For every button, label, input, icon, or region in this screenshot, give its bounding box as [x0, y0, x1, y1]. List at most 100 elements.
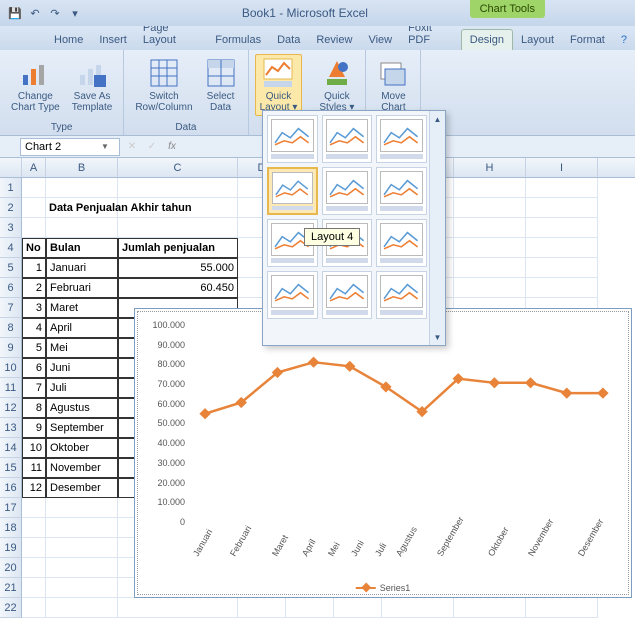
quick-layout-option[interactable]: [376, 219, 427, 267]
cell[interactable]: [118, 178, 238, 198]
cell[interactable]: 2: [22, 278, 46, 298]
cell[interactable]: [526, 198, 598, 218]
cell[interactable]: [454, 278, 526, 298]
cell[interactable]: [22, 498, 46, 518]
row-header[interactable]: 6: [0, 278, 22, 298]
cell[interactable]: [286, 598, 334, 618]
row-header[interactable]: 22: [0, 598, 22, 618]
cell[interactable]: 12: [22, 478, 46, 498]
tab-insert[interactable]: Insert: [91, 30, 135, 50]
cell[interactable]: Februari: [46, 278, 118, 298]
cell[interactable]: [22, 178, 46, 198]
cell[interactable]: 4: [22, 318, 46, 338]
move-chart-button[interactable]: Move Chart: [372, 54, 414, 116]
cell[interactable]: [22, 538, 46, 558]
cell[interactable]: Oktober: [46, 438, 118, 458]
cell[interactable]: [526, 258, 598, 278]
cell[interactable]: [526, 238, 598, 258]
row-header[interactable]: 7: [0, 298, 22, 318]
cell[interactable]: Januari: [46, 258, 118, 278]
embedded-chart[interactable]: 100.00090.00080.00070.00060.00050.00040.…: [134, 308, 632, 598]
row-header[interactable]: 19: [0, 538, 22, 558]
cell[interactable]: [46, 178, 118, 198]
cell[interactable]: [334, 598, 382, 618]
column-header-A[interactable]: A: [22, 158, 46, 177]
cell[interactable]: [454, 238, 526, 258]
cell[interactable]: [526, 218, 598, 238]
quick-layout-option[interactable]: [322, 167, 373, 215]
row-header[interactable]: 16: [0, 478, 22, 498]
cell[interactable]: 55.000: [118, 258, 238, 278]
save-icon[interactable]: 💾: [6, 4, 24, 22]
quick-layout-option[interactable]: [267, 115, 318, 163]
cell[interactable]: [526, 178, 598, 198]
cell[interactable]: 10: [22, 438, 46, 458]
save-as-template-button[interactable]: Save As Template: [67, 54, 118, 116]
row-header[interactable]: 14: [0, 438, 22, 458]
row-header[interactable]: 2: [0, 198, 22, 218]
chart-plot-area[interactable]: [187, 321, 621, 527]
redo-icon[interactable]: ↷: [46, 4, 64, 22]
cell[interactable]: [118, 198, 238, 218]
cell[interactable]: No: [22, 238, 46, 258]
tab-home[interactable]: Home: [46, 30, 91, 50]
cell[interactable]: Jumlah penjualan: [118, 238, 238, 258]
row-header[interactable]: 8: [0, 318, 22, 338]
cell[interactable]: [22, 218, 46, 238]
name-box-dropdown-icon[interactable]: ▼: [101, 142, 115, 151]
scroll-up-icon[interactable]: ▲: [430, 111, 445, 127]
column-header-I[interactable]: I: [526, 158, 598, 177]
undo-icon[interactable]: ↶: [26, 4, 44, 22]
quick-layout-button[interactable]: Quick Layout ▾: [255, 54, 303, 116]
tab-layout[interactable]: Layout: [513, 30, 562, 50]
select-all-corner[interactable]: [0, 158, 22, 177]
cell[interactable]: 60.450: [118, 278, 238, 298]
cell[interactable]: Desember: [46, 478, 118, 498]
chart-legend[interactable]: Series1: [356, 583, 411, 593]
cell[interactable]: [46, 558, 118, 578]
row-header[interactable]: 20: [0, 558, 22, 578]
cell[interactable]: September: [46, 418, 118, 438]
row-header[interactable]: 12: [0, 398, 22, 418]
change-chart-type-button[interactable]: Change Chart Type: [6, 54, 65, 116]
cell[interactable]: [118, 598, 238, 618]
quick-layout-option[interactable]: [376, 271, 427, 319]
cell[interactable]: Juni: [46, 358, 118, 378]
cell[interactable]: [22, 598, 46, 618]
cell[interactable]: [46, 538, 118, 558]
cell[interactable]: [46, 518, 118, 538]
tab-format[interactable]: Format: [562, 30, 613, 50]
scroll-down-icon[interactable]: ▼: [430, 329, 445, 345]
qat-more-icon[interactable]: ▾: [66, 4, 84, 22]
tab-review[interactable]: Review: [308, 30, 360, 50]
cell[interactable]: Data Penjualan Akhir tahun: [46, 198, 118, 218]
cell[interactable]: [526, 278, 598, 298]
tab-view[interactable]: View: [360, 30, 400, 50]
fx-icon[interactable]: fx: [164, 141, 180, 152]
cell[interactable]: Mei: [46, 338, 118, 358]
cell[interactable]: [46, 498, 118, 518]
quick-layout-option[interactable]: [376, 115, 427, 163]
row-header[interactable]: 3: [0, 218, 22, 238]
cell[interactable]: [454, 198, 526, 218]
quick-styles-button[interactable]: Quick Styles ▾: [314, 54, 359, 116]
cell[interactable]: [46, 578, 118, 598]
cell[interactable]: [118, 218, 238, 238]
cell[interactable]: 9: [22, 418, 46, 438]
cell[interactable]: 11: [22, 458, 46, 478]
row-header[interactable]: 15: [0, 458, 22, 478]
row-header[interactable]: 9: [0, 338, 22, 358]
cell[interactable]: 6: [22, 358, 46, 378]
help-icon[interactable]: ?: [613, 30, 635, 50]
row-header[interactable]: 10: [0, 358, 22, 378]
cell[interactable]: [454, 218, 526, 238]
quick-layout-option[interactable]: [267, 167, 318, 215]
cell[interactable]: Agustus: [46, 398, 118, 418]
cell[interactable]: [454, 178, 526, 198]
cell[interactable]: [22, 558, 46, 578]
quick-layout-option[interactable]: [322, 115, 373, 163]
cell[interactable]: [46, 218, 118, 238]
row-header[interactable]: 13: [0, 418, 22, 438]
tab-formulas[interactable]: Formulas: [207, 30, 269, 50]
cell[interactable]: [526, 598, 598, 618]
